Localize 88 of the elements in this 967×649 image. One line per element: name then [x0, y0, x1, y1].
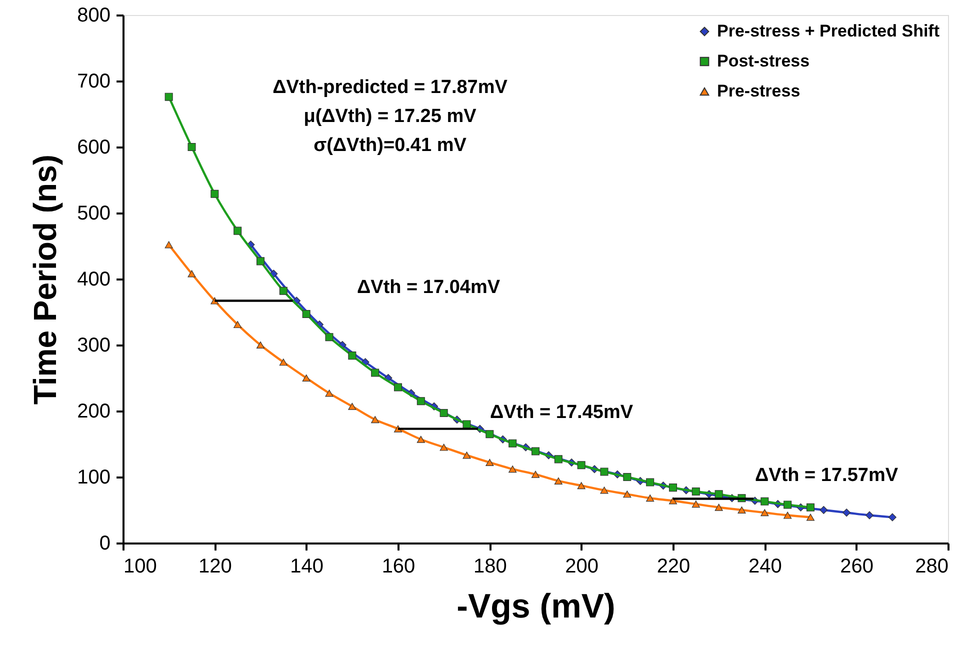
point	[623, 472, 632, 482]
point	[600, 468, 608, 476]
point	[164, 241, 173, 248]
y-tick-label: 400	[77, 268, 110, 290]
point	[577, 461, 586, 470]
point	[646, 478, 654, 486]
point	[188, 142, 196, 152]
point	[692, 488, 700, 496]
point	[325, 333, 334, 342]
x-tick-label: 180	[473, 556, 507, 578]
annotation: ΔVth = 17.04mV	[357, 277, 500, 298]
legend-label: Post-stress	[717, 52, 810, 70]
x-tick-label: 220	[656, 556, 690, 578]
point	[531, 470, 540, 478]
point	[440, 444, 448, 451]
y-tick-label: 300	[77, 334, 110, 356]
point	[348, 352, 356, 360]
point	[600, 486, 608, 494]
point	[234, 321, 242, 328]
x-tick-label: 120	[198, 556, 232, 578]
point	[256, 257, 265, 266]
x-axis-title: -Vgs (mV)	[456, 588, 616, 626]
point	[279, 358, 288, 366]
point	[714, 504, 723, 511]
point	[784, 512, 792, 519]
x-tick-label: 200	[565, 556, 599, 578]
x-tick-label: 160	[382, 556, 416, 578]
point	[714, 490, 723, 498]
point	[842, 508, 851, 517]
point	[302, 374, 310, 382]
point	[210, 190, 219, 198]
annotation: μ(ΔVth) = 17.25 mV	[304, 106, 477, 127]
point	[692, 500, 700, 508]
point	[416, 397, 425, 406]
y-tick-label: 500	[77, 202, 110, 224]
point	[234, 226, 242, 235]
point	[554, 455, 562, 464]
point	[486, 458, 494, 466]
point	[806, 514, 815, 521]
y-tick-label: 200	[77, 400, 110, 422]
point	[668, 484, 678, 492]
y-tick-label: 100	[77, 466, 110, 488]
y-tick-label: 600	[77, 136, 110, 158]
x-tick-label: 140	[290, 556, 324, 578]
point	[820, 506, 828, 514]
x-tick-label: 240	[748, 556, 782, 578]
point	[888, 513, 896, 522]
y-tick-label: 800	[77, 4, 110, 26]
point	[371, 368, 380, 377]
point	[164, 92, 173, 101]
point	[784, 500, 792, 509]
point	[302, 310, 310, 318]
point	[623, 490, 632, 498]
point	[462, 420, 471, 428]
y-tick-label: 700	[77, 70, 110, 92]
point	[188, 270, 196, 278]
point	[371, 416, 380, 424]
point	[760, 509, 769, 516]
y-tick-label: 0	[99, 532, 110, 554]
point	[325, 390, 334, 397]
annotation: ΔVth = 17.45mV	[490, 402, 634, 423]
x-tick-label: 100	[124, 556, 157, 578]
y-axis-title: Time Period (ns)	[27, 154, 64, 405]
point	[440, 408, 448, 417]
point	[486, 430, 494, 438]
point	[577, 482, 586, 490]
point	[256, 341, 265, 349]
point	[462, 452, 471, 459]
legend-label: Pre-stress	[717, 82, 800, 100]
x-tick-label: 260	[840, 556, 874, 578]
annotation: σ(ΔVth)=0.41 mV	[314, 135, 467, 156]
point	[508, 466, 517, 473]
point	[554, 477, 562, 484]
point	[279, 286, 288, 295]
point	[531, 447, 540, 456]
point	[738, 506, 746, 514]
legend-label: Pre-stress + Predicted Shift	[717, 22, 940, 40]
point	[508, 439, 517, 448]
annotation: ΔVth = 17.57mV	[755, 465, 898, 486]
point	[806, 503, 815, 512]
point	[348, 402, 356, 410]
point	[416, 436, 425, 443]
point	[646, 494, 654, 502]
point	[394, 383, 402, 392]
annotation: ΔVth-predicted = 17.87mV	[272, 77, 508, 98]
x-tick-label: 280	[915, 556, 948, 578]
point	[760, 497, 769, 506]
point	[865, 511, 874, 520]
